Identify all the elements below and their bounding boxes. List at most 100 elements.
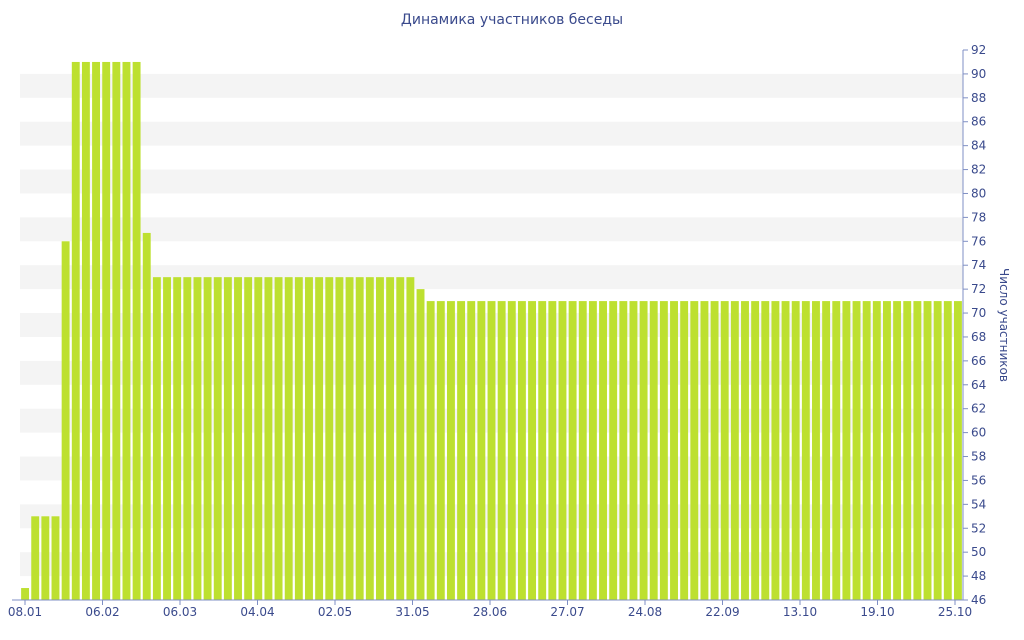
bar bbox=[781, 301, 790, 600]
bar bbox=[477, 301, 486, 600]
bar bbox=[507, 301, 516, 600]
bar bbox=[690, 301, 699, 600]
y-tick-label: 78 bbox=[971, 210, 986, 224]
x-tick-label: 25.10 bbox=[938, 605, 972, 619]
bar bbox=[609, 301, 618, 600]
bar bbox=[619, 301, 628, 600]
y-tick-label: 74 bbox=[971, 258, 986, 272]
bar bbox=[193, 277, 202, 600]
bar bbox=[538, 301, 547, 600]
bar bbox=[751, 301, 760, 600]
y-tick-label: 70 bbox=[971, 306, 986, 320]
bar bbox=[629, 301, 638, 600]
bar bbox=[31, 516, 40, 600]
bar bbox=[41, 516, 50, 600]
x-tick-label: 19.10 bbox=[860, 605, 894, 619]
bar bbox=[386, 277, 395, 600]
bar bbox=[497, 301, 506, 600]
bar bbox=[670, 301, 678, 600]
y-tick-label: 56 bbox=[971, 473, 986, 487]
y-tick-label: 52 bbox=[971, 521, 986, 535]
bar bbox=[305, 277, 313, 600]
bar bbox=[355, 277, 364, 600]
bar bbox=[132, 61, 141, 600]
bar bbox=[822, 301, 831, 600]
bar bbox=[416, 289, 425, 600]
y-tick-label: 72 bbox=[971, 282, 986, 296]
grid-band bbox=[20, 217, 963, 242]
bar bbox=[883, 301, 891, 600]
bar bbox=[21, 588, 30, 600]
grid-band bbox=[20, 169, 963, 194]
bar bbox=[203, 277, 212, 600]
bar bbox=[659, 301, 668, 600]
bar bbox=[649, 301, 658, 600]
y-tick-label: 68 bbox=[971, 330, 986, 344]
bar bbox=[122, 61, 131, 600]
y-tick-label: 76 bbox=[971, 234, 986, 248]
x-tick-label: 22.09 bbox=[705, 605, 739, 619]
bar bbox=[832, 301, 841, 600]
bar bbox=[223, 277, 232, 600]
y-tick-label: 90 bbox=[971, 67, 986, 81]
x-tick-label: 06.03 bbox=[163, 605, 197, 619]
bar bbox=[913, 301, 922, 600]
bar bbox=[264, 277, 273, 600]
axes: 46 48 50 52 54 56 58 60 62 64 66 68 70 72 74 76 78 80 82 84… bbox=[8, 43, 1011, 619]
bar bbox=[588, 301, 597, 600]
bar bbox=[467, 301, 476, 600]
bar bbox=[457, 301, 466, 600]
bar bbox=[376, 277, 384, 600]
bar bbox=[406, 277, 415, 600]
bar bbox=[639, 301, 648, 600]
bar bbox=[325, 277, 334, 600]
bar bbox=[51, 516, 60, 600]
bar bbox=[578, 301, 587, 600]
x-tick-label: 24.08 bbox=[628, 605, 662, 619]
bar bbox=[102, 61, 111, 600]
bar bbox=[842, 301, 851, 600]
bar bbox=[274, 277, 283, 600]
x-tick-label: 13.10 bbox=[783, 605, 817, 619]
bar bbox=[163, 277, 171, 600]
bar bbox=[852, 301, 861, 600]
x-tick-label: 04.04 bbox=[240, 605, 274, 619]
bar bbox=[81, 61, 90, 600]
bar bbox=[933, 301, 942, 600]
y-tick-label: 62 bbox=[971, 402, 986, 416]
bar bbox=[872, 301, 881, 600]
y-tick-label: 86 bbox=[971, 115, 986, 129]
bar bbox=[771, 301, 780, 600]
y-tick-label: 92 bbox=[971, 43, 986, 57]
bar bbox=[152, 277, 161, 600]
y-tick-label: 60 bbox=[971, 426, 986, 440]
bar bbox=[213, 277, 222, 600]
bar bbox=[487, 301, 496, 600]
bar bbox=[599, 301, 607, 600]
bar bbox=[812, 301, 820, 600]
y-tick-label: 88 bbox=[971, 91, 986, 105]
bar bbox=[741, 301, 749, 600]
y-tick-label: 64 bbox=[971, 378, 986, 392]
grid-band bbox=[20, 73, 963, 98]
y-tick-label: 58 bbox=[971, 450, 986, 464]
bar bbox=[943, 301, 952, 600]
y-tick-label: 48 bbox=[971, 569, 986, 583]
bar bbox=[345, 277, 354, 600]
y-tick-label: 46 bbox=[971, 593, 986, 607]
bar bbox=[244, 277, 253, 600]
bar bbox=[801, 301, 810, 600]
bar bbox=[426, 301, 435, 600]
bar bbox=[234, 277, 242, 600]
grid-band bbox=[20, 265, 963, 290]
bar bbox=[548, 301, 557, 600]
bar bbox=[791, 301, 800, 600]
bar bbox=[173, 277, 182, 600]
y-tick-label: 54 bbox=[971, 497, 986, 511]
bar bbox=[284, 277, 293, 600]
bar bbox=[862, 301, 871, 600]
bar bbox=[517, 301, 526, 600]
bar bbox=[903, 301, 912, 600]
y-tick-label: 84 bbox=[971, 139, 986, 153]
